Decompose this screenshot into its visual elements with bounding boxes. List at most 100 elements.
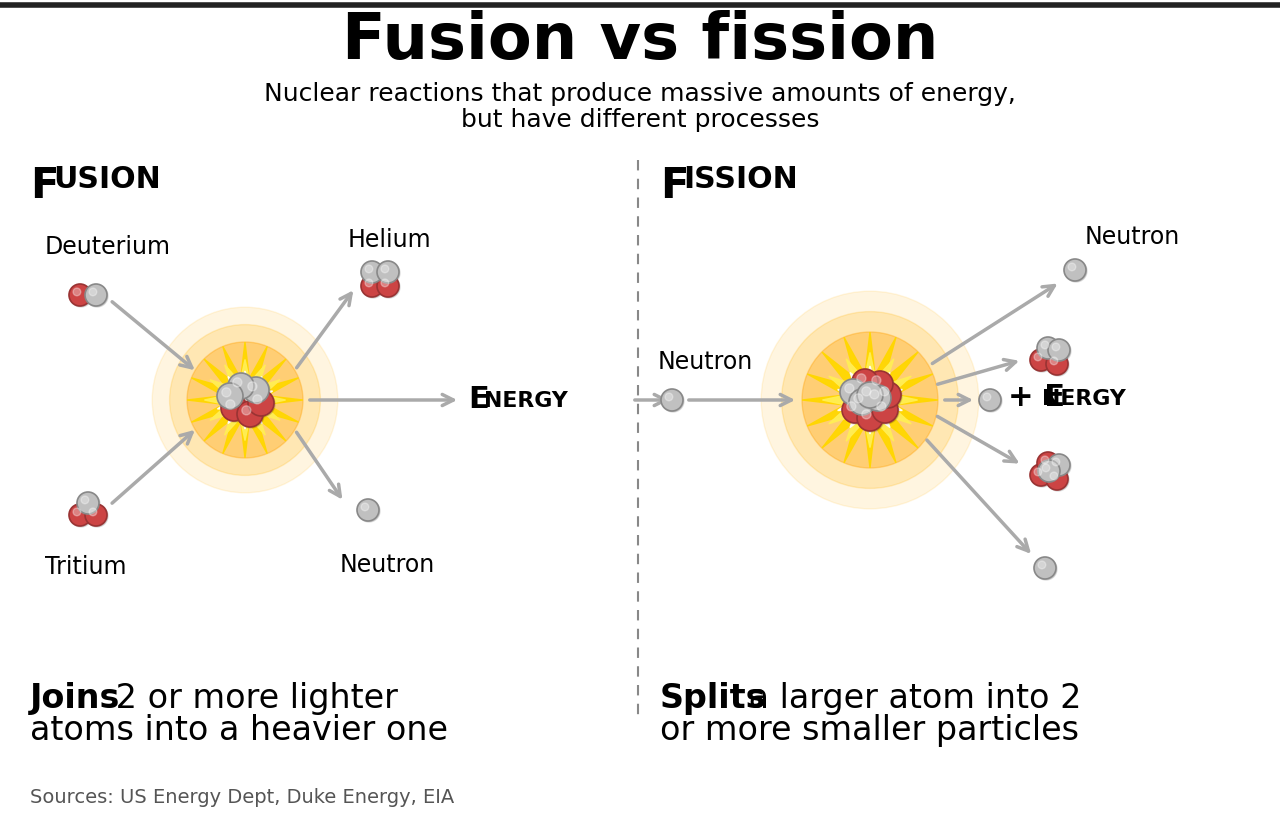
Text: 2 or more lighter: 2 or more lighter (105, 682, 398, 715)
Polygon shape (218, 371, 273, 429)
Circle shape (1030, 464, 1052, 486)
Text: Nuclear reactions that produce massive amounts of energy,: Nuclear reactions that produce massive a… (264, 82, 1016, 106)
Text: Fusion vs fission: Fusion vs fission (342, 10, 938, 72)
Circle shape (1034, 468, 1042, 476)
Circle shape (856, 374, 865, 383)
Circle shape (1047, 469, 1069, 491)
Circle shape (78, 493, 100, 515)
Circle shape (867, 371, 893, 397)
Circle shape (77, 492, 99, 514)
Circle shape (169, 324, 320, 476)
Circle shape (381, 279, 389, 287)
Circle shape (73, 288, 81, 296)
Circle shape (358, 500, 380, 522)
Circle shape (858, 406, 884, 432)
Circle shape (865, 385, 891, 411)
Text: Neutron: Neutron (1085, 225, 1180, 249)
Circle shape (73, 508, 81, 515)
Circle shape (237, 401, 262, 427)
Circle shape (378, 262, 399, 284)
Text: NERGY: NERGY (484, 391, 568, 411)
Circle shape (854, 393, 863, 403)
Circle shape (841, 380, 867, 406)
Circle shape (872, 376, 881, 385)
Circle shape (666, 393, 673, 401)
Circle shape (378, 261, 399, 283)
Circle shape (1048, 339, 1070, 361)
Circle shape (238, 402, 264, 428)
Circle shape (378, 276, 399, 298)
Circle shape (662, 390, 684, 412)
Circle shape (861, 410, 870, 419)
Circle shape (762, 291, 979, 509)
Circle shape (70, 285, 92, 307)
Circle shape (253, 395, 262, 404)
Circle shape (1046, 353, 1068, 375)
Text: but have different processes: but have different processes (461, 108, 819, 132)
Circle shape (868, 372, 893, 398)
Circle shape (1052, 343, 1060, 350)
Text: a larger atom into 2: a larger atom into 2 (739, 682, 1082, 715)
Circle shape (233, 378, 242, 387)
Circle shape (849, 389, 876, 415)
Circle shape (1042, 464, 1050, 472)
Circle shape (361, 261, 383, 283)
Circle shape (250, 391, 275, 417)
Circle shape (229, 374, 255, 400)
Circle shape (84, 504, 108, 526)
Text: Sources: US Energy Dept, Duke Energy, EIA: Sources: US Energy Dept, Duke Energy, EI… (29, 788, 454, 807)
Circle shape (870, 389, 879, 399)
Circle shape (1036, 558, 1057, 580)
Circle shape (1050, 340, 1071, 362)
Text: F: F (29, 165, 59, 207)
Circle shape (1041, 456, 1048, 463)
Text: atoms into a heavier one: atoms into a heavier one (29, 714, 448, 747)
Circle shape (852, 369, 878, 395)
Circle shape (218, 383, 243, 409)
Text: E: E (468, 385, 489, 415)
Circle shape (660, 389, 684, 411)
Text: Tritium: Tritium (45, 555, 127, 579)
Circle shape (70, 505, 92, 527)
Circle shape (782, 311, 959, 489)
Circle shape (86, 285, 108, 307)
Circle shape (1050, 357, 1057, 365)
Circle shape (858, 383, 884, 409)
Circle shape (1052, 458, 1060, 466)
Circle shape (1047, 354, 1069, 376)
Text: Deuterium: Deuterium (45, 235, 172, 259)
Circle shape (847, 402, 856, 411)
Circle shape (1034, 557, 1056, 579)
Circle shape (872, 397, 899, 423)
Circle shape (980, 390, 1002, 412)
Circle shape (362, 276, 384, 298)
Circle shape (842, 397, 868, 423)
Circle shape (1038, 338, 1060, 360)
Circle shape (1038, 561, 1046, 569)
Circle shape (362, 262, 384, 284)
Circle shape (1048, 454, 1070, 476)
Circle shape (225, 400, 236, 409)
Circle shape (365, 279, 372, 287)
Circle shape (221, 396, 248, 422)
Circle shape (803, 332, 938, 468)
Circle shape (876, 382, 901, 408)
Circle shape (867, 386, 892, 412)
Circle shape (858, 405, 883, 431)
Circle shape (844, 398, 869, 424)
Circle shape (152, 307, 338, 493)
Text: Neutron: Neutron (658, 350, 753, 374)
Circle shape (357, 499, 379, 521)
Circle shape (873, 398, 899, 424)
Circle shape (187, 342, 303, 458)
Circle shape (877, 402, 886, 411)
Polygon shape (205, 359, 285, 441)
Circle shape (243, 377, 269, 403)
Circle shape (361, 503, 369, 511)
Circle shape (852, 370, 879, 396)
Circle shape (1065, 260, 1087, 282)
Circle shape (879, 387, 888, 396)
Circle shape (221, 388, 230, 397)
Circle shape (378, 275, 399, 297)
Text: Helium: Helium (348, 228, 431, 252)
